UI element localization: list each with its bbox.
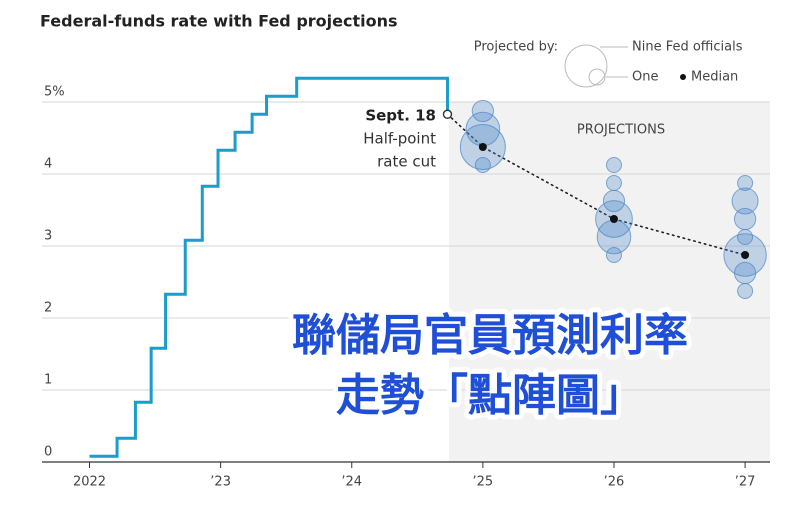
overlay-text: 走勢「點陣圖」 bbox=[336, 370, 644, 421]
y-tick-label: 1 bbox=[44, 373, 52, 388]
x-tick-label: 2022 bbox=[73, 475, 106, 490]
legend-median: Median bbox=[691, 70, 738, 85]
y-tick-label: 0 bbox=[44, 445, 52, 460]
overlay-text: 聯儲局官員預測利率 bbox=[292, 310, 688, 361]
legend-small: One bbox=[632, 70, 658, 85]
legend-median-dot bbox=[680, 74, 686, 80]
legend-large: Nine Fed officials bbox=[632, 40, 743, 55]
projection-bubble bbox=[474, 157, 491, 173]
legend-large-circle bbox=[564, 44, 608, 88]
last-point bbox=[442, 109, 453, 119]
projection-bubble bbox=[605, 175, 622, 191]
annotation-text: rate cut bbox=[377, 153, 436, 171]
y-tick-label: 2 bbox=[44, 301, 52, 316]
x-tick-label: ’24 bbox=[341, 475, 362, 490]
projection-bubble bbox=[733, 207, 757, 231]
projection-shade bbox=[449, 102, 770, 462]
projection-bubble bbox=[737, 283, 754, 299]
legend-title: Projected by: bbox=[474, 40, 558, 55]
projection-bubble bbox=[731, 187, 759, 215]
projection-bubble bbox=[733, 261, 757, 285]
projection-bubble bbox=[737, 175, 754, 191]
rate-line bbox=[89, 76, 449, 458]
median-dot bbox=[478, 143, 487, 151]
projection-bubble bbox=[737, 229, 754, 245]
median-dot bbox=[609, 215, 618, 223]
median-dot bbox=[741, 251, 750, 259]
projection-bubble bbox=[605, 157, 622, 173]
projection-bubble bbox=[605, 247, 622, 263]
chart-title: Federal-funds rate with Fed projections bbox=[40, 12, 398, 31]
projections-label: PROJECTIONS bbox=[577, 123, 665, 138]
x-tick-label: ’27 bbox=[735, 475, 756, 490]
x-tick-label: ’23 bbox=[210, 475, 231, 490]
legend: Projected by: Nine Fed officials One Med… bbox=[474, 40, 743, 88]
y-tick-label: 3 bbox=[44, 229, 52, 244]
x-tick-label: ’25 bbox=[473, 475, 494, 490]
x-tick-label: ’26 bbox=[604, 475, 625, 490]
projection-bubble bbox=[471, 99, 494, 123]
legend-small-circle bbox=[588, 68, 606, 86]
y-tick-label: 5% bbox=[44, 85, 65, 100]
y-tick-label: 4 bbox=[44, 157, 52, 172]
annotation-text: Half-point bbox=[363, 130, 436, 148]
plot: 0 1 2 3 4 5% 2022 ’23 ’24 ’25 ’26 ’27 bbox=[42, 76, 770, 490]
median-path bbox=[446, 113, 746, 256]
annotation-date: Sept. 18 bbox=[365, 107, 436, 125]
